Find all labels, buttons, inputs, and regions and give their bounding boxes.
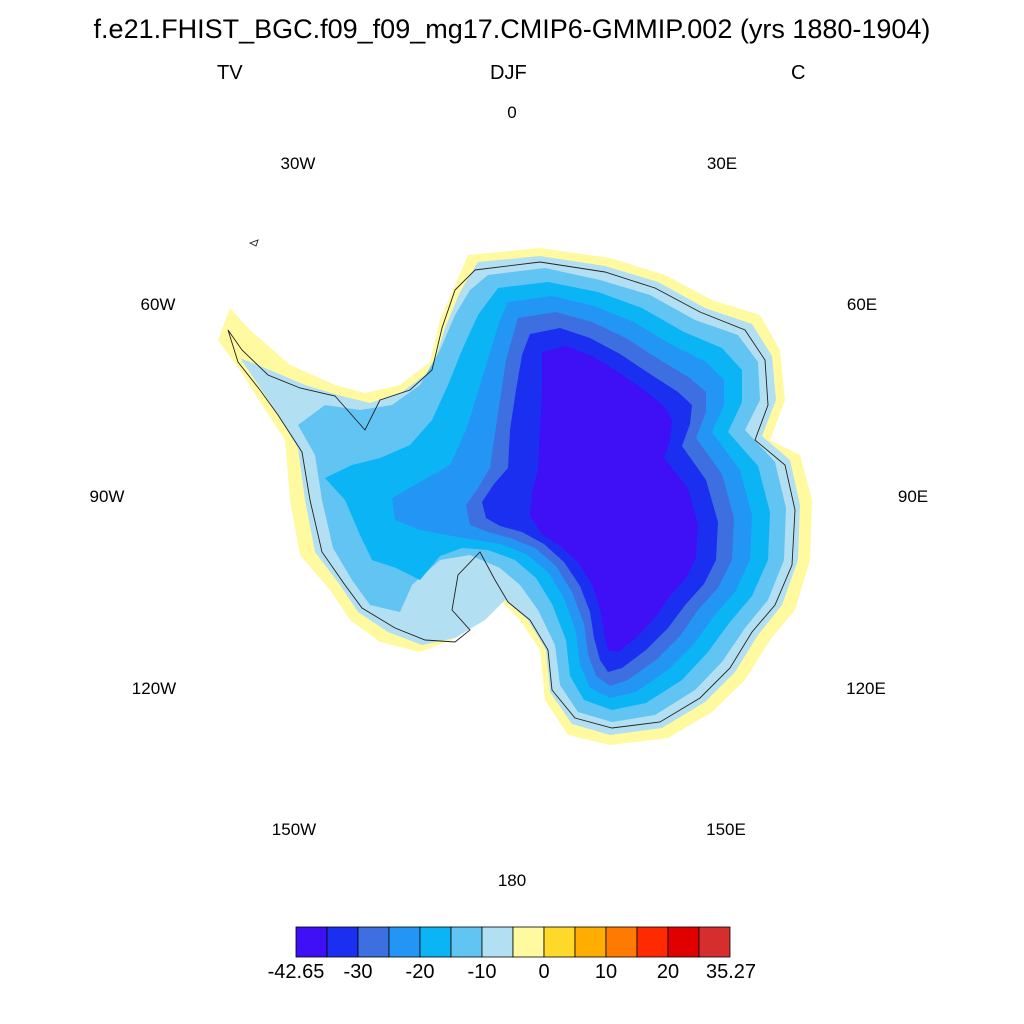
subtitle-center: DJF [490,62,527,84]
lon-label-90w: 90W [89,487,125,506]
colorbar-swatch [636,926,669,958]
colorbar-swatch [667,926,700,958]
lon-label-120w: 120W [131,679,177,698]
colorbar-swatch [574,926,607,958]
lon-label-30e: 30E [706,154,738,173]
colorbar-label: 20 [656,961,680,983]
colorbar-swatch [698,926,731,958]
colorbar-swatch [295,926,328,958]
subtitle-left: TV [217,62,243,84]
lon-label-120e: 120E [846,679,886,698]
colorbar-label: -20 [405,961,435,983]
lon-label-150e: 150E [706,820,746,839]
coastline [227,261,796,729]
colorbar-swatch [543,926,576,958]
colorbar-label: -10 [467,961,497,983]
colorbar-swatch [605,926,638,958]
lon-label-30w: 30W [280,154,316,173]
colorbar-label: 35.27 [705,961,757,983]
lon-label-60w: 60W [140,295,176,314]
colorbar-label: -30 [343,961,373,983]
subtitle-right: C [791,62,806,84]
colorbar-swatch [357,926,390,958]
colorbar [295,926,731,958]
colorbar-swatch [388,926,421,958]
colorbar-swatch [450,926,483,958]
colorbar-swatch [326,926,359,958]
colorbar-label: 0 [538,961,550,983]
lon-label-90e: 90E [897,487,929,506]
lon-label-150w: 150W [271,820,317,839]
colorbar-swatch [419,926,452,958]
colorbar-swatch [512,926,545,958]
chart-title: f.e21.FHIST_BGC.f09_f09_mg17.CMIP6-GMMIP… [93,14,931,44]
lon-label-0: 0 [507,103,517,122]
contour-minus35 [530,346,698,652]
lon-label-180: 180 [497,871,527,890]
lon-label-60e: 60E [846,295,878,314]
colorbar-label: 10 [594,961,618,983]
colorbar-swatch [481,926,514,958]
colorbar-label: -42.65 [267,961,325,983]
island-outline [248,239,259,247]
